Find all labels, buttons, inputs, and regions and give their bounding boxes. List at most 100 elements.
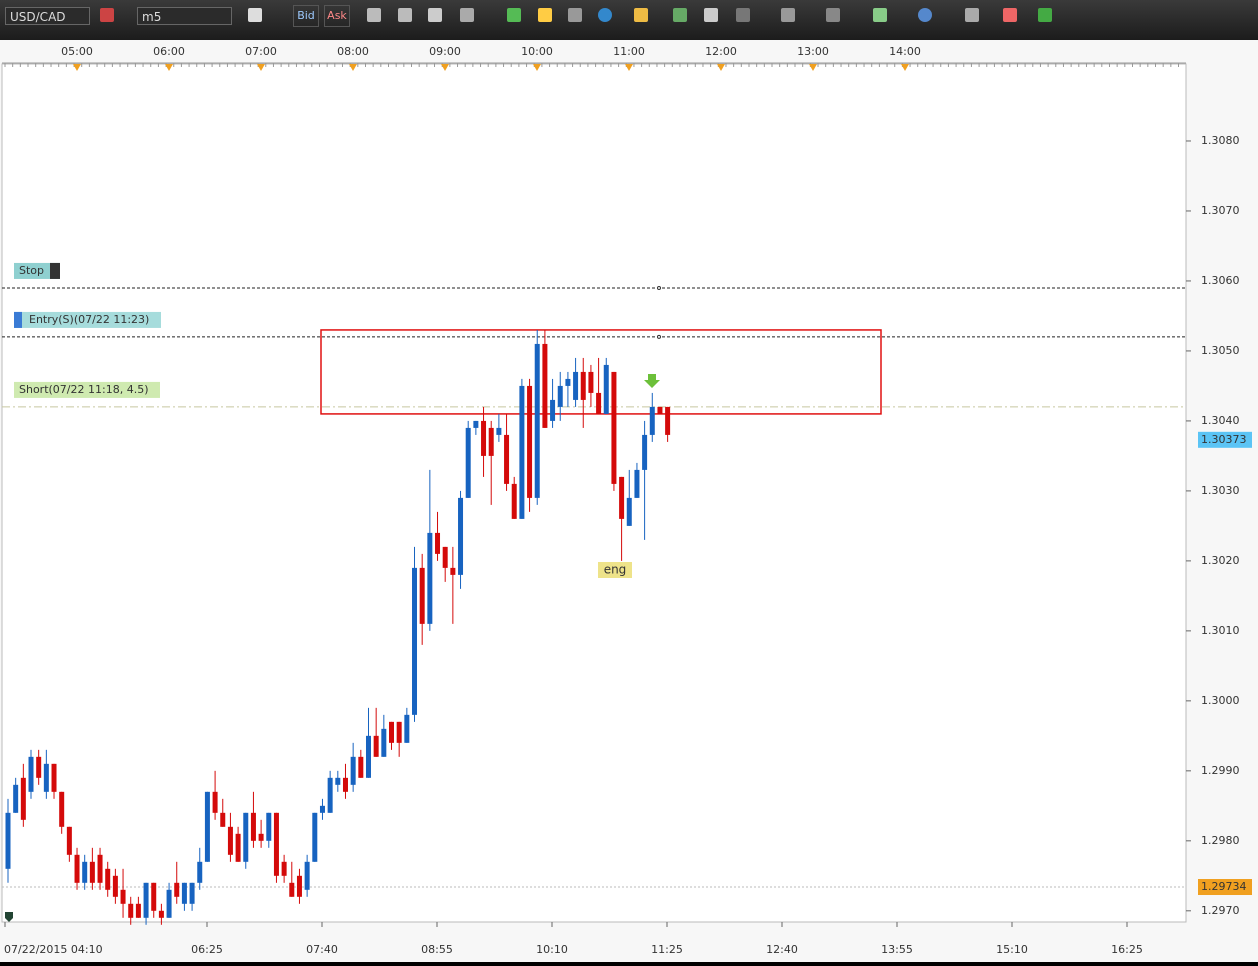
annotation-box <box>598 562 632 578</box>
plot-area <box>1 63 1187 923</box>
candle-body <box>212 791 218 813</box>
candle-body <box>465 427 471 498</box>
hour-marker <box>717 64 725 71</box>
candle-body <box>542 343 548 428</box>
candle-body <box>389 721 394 743</box>
y-tick-label: 1.2990 <box>1201 764 1240 777</box>
toolbar: USD/CAD m5 Bid Ask <box>0 0 1258 40</box>
icon[interactable] <box>460 8 474 22</box>
candle-body <box>151 882 157 911</box>
top-time-label: 11:00 <box>613 45 645 58</box>
candle-body <box>373 735 379 757</box>
hour-marker <box>165 64 173 71</box>
candle-body <box>626 497 632 526</box>
candle-body <box>89 861 95 883</box>
candle-body <box>66 826 72 855</box>
candle-body <box>565 378 571 386</box>
level-label: Short(07/22 11:18, 4.5) <box>19 383 149 396</box>
candle-body <box>634 469 640 498</box>
candle-body <box>74 854 80 883</box>
icon[interactable] <box>826 8 840 22</box>
level-handle <box>657 334 661 339</box>
candle-body <box>534 343 540 498</box>
timeframe-select[interactable]: m5 <box>137 7 232 25</box>
icon[interactable] <box>704 8 718 22</box>
candle-body <box>166 889 172 918</box>
candle-body <box>358 756 364 778</box>
candle-body <box>365 735 371 778</box>
icon[interactable] <box>1038 8 1052 22</box>
bottom-time-label: 07:40 <box>306 943 338 956</box>
hour-marker <box>901 64 909 71</box>
top-time-label: 14:00 <box>889 45 921 58</box>
candle-body <box>527 385 533 498</box>
icon[interactable] <box>428 8 442 22</box>
y-tick-label: 1.3030 <box>1201 484 1240 497</box>
candle-body <box>82 861 88 883</box>
candle-body <box>588 371 594 393</box>
candle-body <box>59 791 65 827</box>
level-label: Entry(S)(07/22 11:23) <box>29 313 149 326</box>
level-handle <box>657 285 661 290</box>
icon[interactable] <box>634 8 648 22</box>
candle-body <box>181 882 187 904</box>
candle-body <box>220 812 226 827</box>
icon[interactable] <box>507 8 521 22</box>
icon[interactable] <box>538 8 552 22</box>
candle-body <box>519 385 525 519</box>
chart: 1.2970 1.2980 1.2990 1.3000 1.3010 1.3020 1.30… <box>0 40 1258 962</box>
candle-body <box>335 777 341 785</box>
icon[interactable] <box>781 8 795 22</box>
icon[interactable] <box>568 8 582 22</box>
candle-body <box>557 385 563 407</box>
y-tick-label: 1.3060 <box>1201 274 1240 287</box>
candle-body <box>296 875 302 897</box>
icon[interactable] <box>965 8 979 22</box>
hour-marker <box>257 64 265 71</box>
candle-body <box>450 567 456 575</box>
candle-body <box>243 812 249 862</box>
bid-price-box <box>1198 879 1252 896</box>
candle-body <box>611 371 617 484</box>
hour-marker <box>441 64 449 71</box>
candle-body <box>488 427 494 456</box>
signal-arrow <box>644 374 660 388</box>
candle-body <box>250 812 256 841</box>
bottom-time-label: 11:25 <box>651 943 683 956</box>
top-time-label: 10:00 <box>521 45 553 58</box>
y-tick-label: 1.2970 <box>1201 904 1240 917</box>
candle-body <box>603 364 609 414</box>
icon[interactable] <box>1003 8 1017 22</box>
level-label-box <box>14 381 160 398</box>
hour-marker <box>349 64 357 71</box>
hour-marker <box>533 64 541 71</box>
candle-body <box>143 882 149 918</box>
candle-body <box>642 434 648 470</box>
ask-button[interactable]: Ask <box>324 5 350 27</box>
symbol-select[interactable]: USD/CAD <box>5 7 90 25</box>
icon[interactable] <box>918 8 932 22</box>
y-tick-label: 1.3080 <box>1201 134 1240 147</box>
candle-body <box>5 812 11 869</box>
icon[interactable] <box>100 8 114 22</box>
candle-body <box>105 868 111 890</box>
bid-button[interactable]: Bid <box>293 5 319 27</box>
icon[interactable] <box>873 8 887 22</box>
icon[interactable] <box>673 8 687 22</box>
icon[interactable] <box>398 8 412 22</box>
top-time-label: 05:00 <box>61 45 93 58</box>
icon[interactable] <box>736 8 750 22</box>
icon[interactable] <box>248 8 262 22</box>
hour-marker <box>809 64 817 71</box>
candle-body <box>227 826 233 855</box>
candle-body <box>312 812 318 862</box>
start-marker <box>5 912 13 922</box>
candle-body <box>573 371 579 400</box>
candle-body <box>281 861 287 876</box>
icon[interactable] <box>367 8 381 22</box>
hour-marker <box>625 64 633 71</box>
candle-body <box>496 427 502 435</box>
candle-body <box>511 483 517 519</box>
icon[interactable] <box>598 8 612 22</box>
bottom-time-label: 13:55 <box>881 943 913 956</box>
